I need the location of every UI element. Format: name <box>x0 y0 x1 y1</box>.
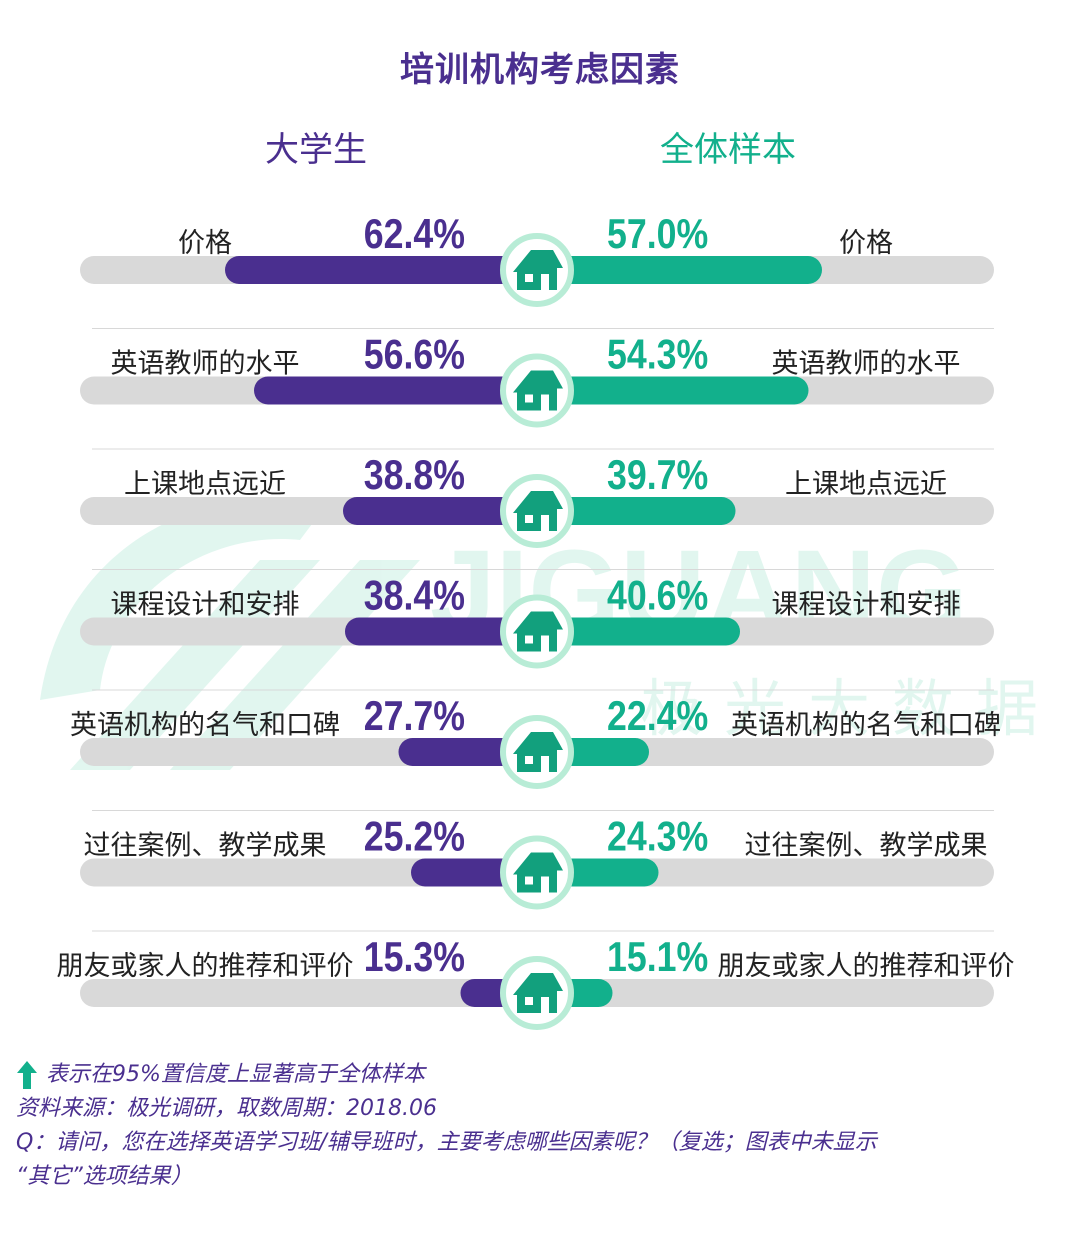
series-header-right: 全体样本 <box>660 130 796 170</box>
category-label-left-4: 英语机构的名气和口碑 <box>70 710 340 741</box>
category-label-right-4: 英语机构的名气和口碑 <box>731 710 1001 741</box>
category-label-right-5: 过往案例、教学成果 <box>745 831 988 862</box>
value-label-right-0: 57.0% <box>607 211 708 257</box>
source-text: 资料来源：极光调研，取数周期：2018.06 <box>16 1096 437 1121</box>
value-label-left-2: 38.8% <box>364 452 465 498</box>
category-label-left-6: 朋友或家人的推荐和评价 <box>57 951 354 982</box>
footnotes: 表示在95%置信度上显著高于全体样本 资料来源：极光调研，取数周期：2018.0… <box>16 1058 1066 1194</box>
bar-left-1 <box>254 376 537 405</box>
bar-right-2 <box>537 497 736 525</box>
bar-right-3 <box>537 617 740 646</box>
value-label-left-4: 27.7% <box>364 693 465 739</box>
house-icon <box>513 491 563 531</box>
house-icon <box>513 732 563 772</box>
value-label-left-6: 15.3% <box>364 934 465 980</box>
series-header-left: 大学生 <box>265 130 367 170</box>
question-text-line-1: Q：请问，您在选择英语学习班/辅导班时，主要考虑哪些因素呢？（复选；图表中未显示 <box>16 1130 877 1155</box>
value-label-right-3: 40.6% <box>607 573 708 619</box>
category-label-left-2: 上课地点远近 <box>124 469 286 500</box>
bar-right-1 <box>537 376 809 405</box>
category-label-right-3: 课程设计和安排 <box>772 590 961 621</box>
category-label-left-3: 课程设计和安排 <box>111 590 300 621</box>
category-label-left-5: 过往案例、教学成果 <box>84 831 327 862</box>
value-label-left-1: 56.6% <box>364 332 465 378</box>
value-label-left-5: 25.2% <box>364 814 465 860</box>
mirrored-bar-chart: 62.4% 57.0% 价格 价格 56.6% 54.3% 英语教师的水平 英语教师的水平 38… <box>57 211 1015 1030</box>
question-text-line-2: “其它”选项结果） <box>16 1164 193 1189</box>
category-label-right-1: 英语教师的水平 <box>772 349 961 380</box>
category-label-right-6: 朋友或家人的推荐和评价 <box>718 951 1015 982</box>
value-label-right-6: 15.1% <box>607 934 708 980</box>
category-label-left-1: 英语教师的水平 <box>111 349 300 380</box>
house-icon <box>513 370 563 411</box>
value-label-right-1: 54.3% <box>607 332 708 378</box>
chart-title: 培训机构考虑因素 <box>400 50 680 90</box>
category-label-right-2: 上课地点远近 <box>785 469 947 500</box>
bar-right-0 <box>537 256 822 284</box>
category-label-right-0: 价格 <box>839 228 893 259</box>
significance-legend: 表示在95%置信度上显著高于全体样本 <box>16 1058 1066 1092</box>
value-label-right-2: 39.7% <box>607 452 708 498</box>
value-label-right-5: 24.3% <box>607 814 708 860</box>
bar-left-3 <box>345 617 537 646</box>
category-label-left-0: 价格 <box>178 228 232 259</box>
house-icon <box>513 973 563 1013</box>
value-label-left-0: 62.4% <box>364 211 465 257</box>
house-icon <box>513 852 563 893</box>
bar-left-2 <box>343 497 537 525</box>
value-label-right-4: 22.4% <box>607 693 708 739</box>
house-icon <box>513 250 563 290</box>
bar-left-0 <box>225 256 537 284</box>
value-label-left-3: 38.4% <box>364 573 465 619</box>
house-icon <box>513 611 563 652</box>
up-arrow-icon <box>17 1061 37 1089</box>
legend-text: 表示在95%置信度上显著高于全体样本 <box>46 1062 425 1087</box>
